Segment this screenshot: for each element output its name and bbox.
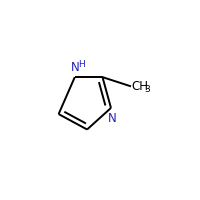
Text: N: N <box>108 112 116 125</box>
Text: N: N <box>70 61 79 74</box>
Text: H: H <box>78 60 85 69</box>
Text: CH: CH <box>131 80 148 93</box>
Text: 3: 3 <box>144 85 150 94</box>
